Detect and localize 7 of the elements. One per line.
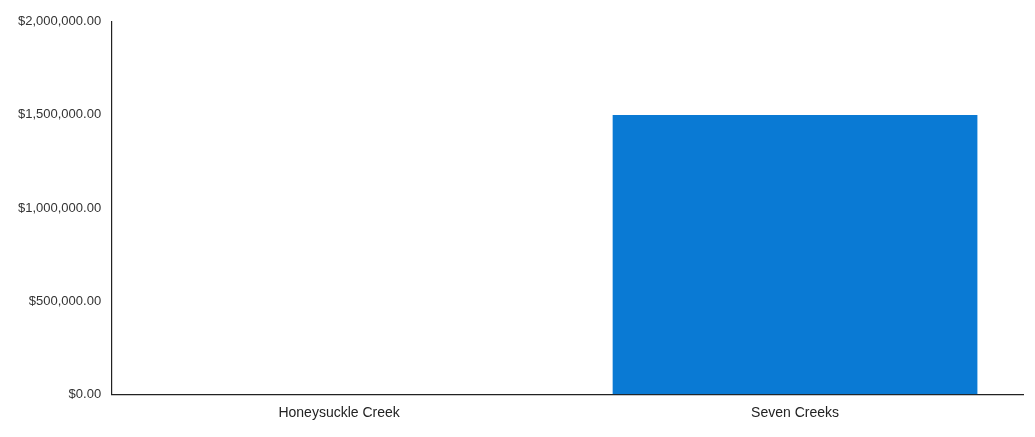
y-tick-label: $1,500,000.00 [17,106,102,122]
y-tick-label: $2,000,000.00 [17,13,102,29]
y-tick-label: $1,000,000.00 [17,199,102,215]
y-tick-label: $0.00 [68,385,102,401]
y-tick-label: $500,000.00 [28,292,102,308]
x-tick-label: Honeysuckle Creek [278,404,401,421]
x-tick-label: Seven Creeks [751,404,839,421]
